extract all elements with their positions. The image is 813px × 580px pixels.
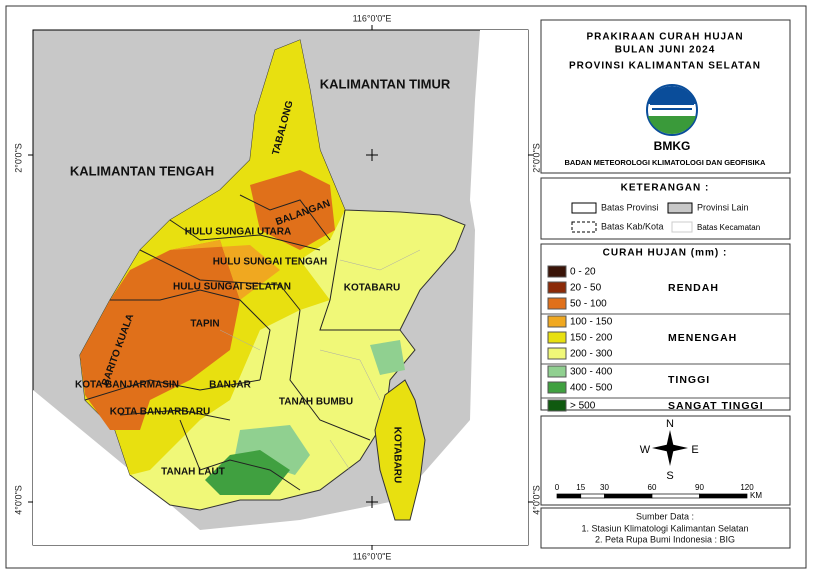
legend-item: Batas Kab/Kota: [601, 221, 664, 231]
legend-range: 150 - 200: [570, 333, 613, 344]
graticule-tick: [28, 25, 533, 550]
zone: [235, 425, 310, 475]
compass-label: E: [691, 444, 698, 456]
swatch: [547, 315, 567, 328]
logo: [646, 84, 698, 136]
legend: 0 - 20 20 - 50 50 - 100 RENDAH 100 - 150 150 …: [541, 265, 790, 412]
region-label: TANAH LAUT: [161, 467, 225, 478]
swatch: [547, 265, 567, 278]
swatch: [671, 221, 693, 233]
district-boundaries: [84, 194, 400, 491]
legend-item: Provinsi Lain: [697, 202, 749, 212]
scale-label: 0: [555, 483, 560, 492]
swatch: [547, 399, 567, 412]
scale-segment: [699, 493, 748, 499]
region-label: HULU SUNGAI UTARA: [185, 227, 291, 238]
graticule-label: 116°0'0"E: [353, 13, 392, 23]
region-label: HULU SUNGAI SELATAN: [173, 282, 291, 293]
legend-item: Batas Provinsi: [601, 202, 659, 212]
sea: [33, 30, 528, 545]
region-label: KALIMANTAN TIMUR: [320, 76, 451, 91]
legend-range: 20 - 50: [570, 283, 602, 294]
scale-segment: [651, 493, 700, 499]
scale-label: 15: [576, 483, 585, 492]
subdistrict-boundaries: [219, 249, 421, 471]
scale-label: 120: [740, 483, 754, 492]
legend-group: SANGAT TINGGI: [668, 400, 764, 412]
swatch: [547, 381, 567, 394]
title: PRAKIRAAN CURAH HUJAN: [586, 32, 743, 43]
graticule-label: 2°0'0"S: [531, 143, 541, 173]
zone: [250, 170, 335, 250]
north-arrow: [652, 430, 688, 466]
source-title: Sumber Data :: [636, 511, 694, 521]
graticule-label: 2°0'0"S: [13, 143, 23, 173]
zone: [170, 240, 280, 300]
scale-segment: [556, 493, 582, 499]
legend-range: 50 - 100: [570, 299, 607, 310]
region-label: KOTABARU: [391, 427, 402, 483]
region-label: KOTA BANJARMASIN: [75, 380, 179, 391]
legend-range: 300 - 400: [570, 367, 613, 378]
legend-range: 400 - 500: [570, 383, 613, 394]
swatch: [667, 202, 693, 214]
swatch: [547, 347, 567, 360]
graticule-label: 4°0'0"S: [531, 485, 541, 515]
legend-group: TINGGI: [668, 374, 710, 386]
swatch: [571, 221, 597, 233]
map: [28, 25, 533, 550]
region-label: BANJAR: [209, 380, 251, 391]
scale-label: 30: [600, 483, 609, 492]
legend-item: Batas Kecamatan: [697, 223, 760, 232]
swatch: [547, 365, 567, 378]
graticule-label: 116°0'0"E: [353, 551, 392, 561]
region-label: KALIMANTAN TENGAH: [70, 163, 214, 178]
legend-range: 0 - 20: [570, 267, 596, 278]
compass-label: W: [640, 444, 651, 456]
compass-label: S: [666, 470, 673, 482]
zone: [370, 340, 405, 375]
legend-group: MENENGAH: [668, 332, 737, 344]
legend-range: > 500: [570, 401, 596, 412]
scale-unit: KM: [750, 491, 762, 500]
swatch: [547, 331, 567, 344]
scale-label: 60: [648, 483, 657, 492]
source-item: 1. Stasiun Klimatologi Kalimantan Selata…: [581, 523, 748, 533]
legend-range: 100 - 150: [570, 317, 613, 328]
logo-text: BMKG: [654, 139, 691, 153]
scale-segment: [580, 493, 605, 499]
zone: [80, 240, 240, 430]
scale-segment: [604, 493, 653, 499]
region-label: TAPIN: [190, 319, 219, 330]
legend-group: RENDAH: [668, 282, 719, 294]
graticule-cross: [366, 149, 378, 508]
region-label: KOTABARU: [344, 283, 400, 294]
agency: BADAN METEOROLOGI KLIMATOLOGI DAN GEOFIS…: [565, 158, 767, 167]
compass-label: N: [666, 418, 674, 430]
source-item: 2. Peta Rupa Bumi Indonesia : BIG: [595, 534, 735, 544]
legend-range: 200 - 300: [570, 349, 613, 360]
legend-title: CURAH HUJAN (mm) :: [603, 248, 728, 259]
title: PROVINSI KALIMANTAN SELATAN: [569, 61, 761, 72]
region-label: TANAH BUMBU: [279, 397, 353, 408]
legend-title: KETERANGAN :: [621, 183, 710, 194]
swatch: [547, 297, 567, 310]
region-label: HULU SUNGAI TENGAH: [213, 257, 327, 268]
island: [374, 379, 426, 521]
title: BULAN JUNI 2024: [615, 45, 716, 56]
scale-label: 90: [695, 483, 704, 492]
graticule-label: 4°0'0"S: [13, 485, 23, 515]
swatch: [547, 281, 567, 294]
region-label: KOTA BANJARBARU: [110, 407, 211, 418]
swatch: [571, 202, 597, 214]
